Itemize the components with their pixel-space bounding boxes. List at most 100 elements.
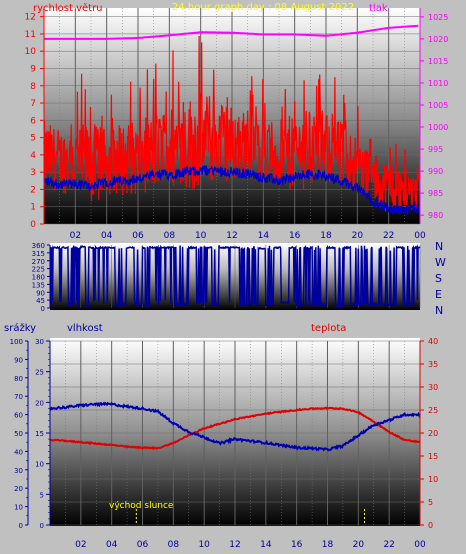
direction-y-tick-label: 225 [32, 266, 45, 274]
direction-y-tick-label: 45 [36, 297, 45, 305]
wind-x-tick-label: 20 [352, 231, 364, 241]
rain-y-tick-label: 100 [10, 338, 23, 346]
rain-y-tick-label: 30 [14, 467, 23, 475]
wind-speed-line [43, 35, 421, 213]
humidity-temperature-series [49, 401, 421, 525]
wind-x-tick-label: 04 [101, 231, 113, 241]
compass-s: S [435, 272, 442, 285]
compass-n-top: N [435, 240, 443, 253]
rain-y-tick-label: 10 [14, 504, 23, 512]
pressure-y-tick-label: 1020 [428, 35, 448, 44]
wind-pressure-axes: 02 04 06 08 10 12 14 16 18 20 22 000123456789101112… [25, 8, 448, 241]
wind-y-tick-label: 7 [30, 99, 36, 109]
wind-y-tick-label: 0 [30, 220, 36, 230]
temperature-y-tick-label: 0 [428, 521, 433, 530]
pressure-y-tick-label: 985 [428, 189, 443, 198]
wind-y-tick-label: 8 [30, 82, 36, 92]
direction-y-tick-label: 360 [32, 242, 45, 250]
direction-y-tick-label: 135 [32, 281, 45, 289]
wind-y-tick-label: 9 [30, 64, 36, 74]
wind-x-tick-label: 02 [70, 231, 81, 241]
temperature-y-tick-label: 5 [428, 498, 433, 507]
pressure-y-tick-label: 1000 [428, 123, 448, 132]
direction-y-tick-label: 180 [32, 274, 45, 282]
humidity-line [49, 401, 421, 452]
humidity-y-tick-label: 15 [35, 430, 44, 438]
rain-y-tick-label: 60 [14, 412, 23, 420]
rain-label: srážky [4, 322, 36, 334]
pressure-y-tick-label: 990 [428, 167, 443, 176]
rain-y-tick-label: 0 [19, 522, 23, 530]
humidity-y-tick-label: 5 [40, 491, 44, 499]
wind-x-tick-label: 18 [320, 231, 332, 241]
humidity-y-tick-label: 10 [35, 461, 44, 469]
env-x-tick-label: 10 [198, 540, 210, 550]
rain-y-tick-label: 20 [14, 485, 23, 493]
env-x-tick-label: 04 [106, 540, 118, 550]
env-x-tick-label: 16 [291, 540, 303, 550]
humidity-label: vlhkost [67, 323, 103, 334]
wind-y-tick-label: 5 [30, 134, 36, 144]
wind-speed-label: rychlost větru [33, 2, 103, 14]
env-x-tick-label: 02 [75, 540, 86, 550]
pressure-label: tlak [369, 3, 388, 14]
temperature-y-tick-label: 40 [428, 337, 438, 346]
wind-x-tick-label: 06 [132, 231, 144, 241]
wind-x-tick-label: 14 [258, 231, 270, 241]
sunrise-label: východ slunce [109, 501, 174, 511]
pressure-y-tick-label: 980 [428, 211, 443, 220]
rain-humidity-temperature-axes: 02 04 06 08 10 12 14 16 18 20 22 000510152025303540… [10, 337, 439, 550]
pressure-y-tick-label: 1005 [428, 101, 448, 110]
pressure-y-tick-label: 1025 [428, 13, 448, 22]
rain-y-tick-label: 90 [14, 356, 23, 364]
temperature-y-tick-label: 20 [428, 429, 438, 438]
temperature-y-tick-label: 10 [428, 475, 438, 484]
wind-average-line [43, 165, 421, 216]
wind-x-tick-label: 22 [383, 231, 394, 241]
env-x-tick-label: 06 [137, 540, 149, 550]
direction-y-tick-label: 270 [32, 258, 45, 266]
wind-y-tick-label: 10 [25, 47, 37, 57]
wind-y-tick-label: 1 [30, 203, 36, 213]
wind-x-tick-label: 08 [164, 231, 176, 241]
wind-average-series [43, 165, 421, 216]
humidity-y-tick-label: 20 [35, 399, 44, 407]
wind-x-tick-label: 16 [289, 231, 301, 241]
wind-y-tick-label: 3 [30, 168, 36, 178]
rain-y-tick-label: 80 [14, 375, 23, 383]
pressure-y-tick-label: 995 [428, 145, 443, 154]
temperature-line [49, 406, 421, 451]
temperature-y-tick-label: 35 [428, 360, 438, 369]
wind-direction-line [49, 244, 421, 308]
pressure-line [44, 24, 419, 40]
humidity-y-tick-label: 25 [35, 369, 44, 377]
wind-x-tick-label: 10 [195, 231, 207, 241]
wind-y-tick-label: 6 [30, 116, 36, 126]
temperature-y-tick-label: 30 [428, 383, 438, 392]
direction-y-tick-label: 90 [36, 289, 45, 297]
pressure-y-tick-label: 1015 [428, 57, 448, 66]
humidity-y-tick-label: 30 [35, 338, 44, 346]
wind-x-tick-label: 00 [414, 231, 426, 241]
rain-y-tick-label: 70 [14, 393, 23, 401]
env-x-tick-label: 22 [383, 540, 394, 550]
direction-y-tick-label: 0 [41, 305, 45, 313]
temperature-y-tick-label: 15 [428, 452, 438, 461]
compass-e: E [435, 288, 442, 301]
wind-y-tick-label: 2 [30, 185, 36, 195]
env-x-tick-label: 14 [260, 540, 272, 550]
pressure-series [44, 24, 419, 40]
env-x-tick-label: 00 [414, 540, 426, 550]
rain-y-tick-label: 50 [14, 430, 23, 438]
compass-n-bottom: N [435, 304, 443, 317]
wind-speed-series [43, 35, 421, 213]
wind-y-tick-label: 4 [30, 151, 36, 161]
wind-x-tick-label: 12 [226, 231, 237, 241]
wind-direction-series [49, 244, 421, 308]
env-x-tick-label: 18 [322, 540, 334, 550]
chart-title: 24 hour graph day : 08 August 2022 [172, 2, 354, 13]
rain-y-tick-label: 40 [14, 448, 23, 456]
